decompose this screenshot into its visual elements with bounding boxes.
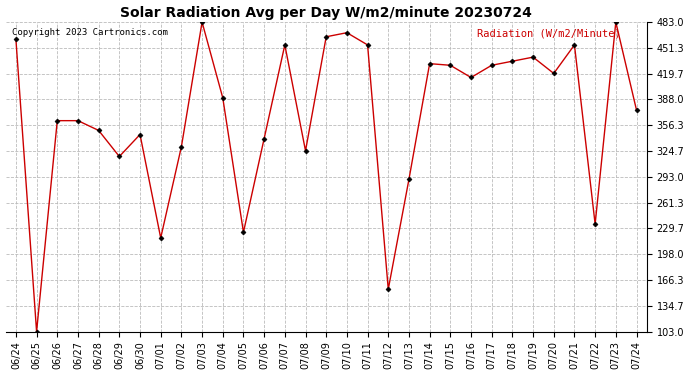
Text: Radiation (W/m2/Minute): Radiation (W/m2/Minute) — [477, 28, 621, 38]
Text: Copyright 2023 Cartronics.com: Copyright 2023 Cartronics.com — [12, 28, 168, 37]
Title: Solar Radiation Avg per Day W/m2/minute 20230724: Solar Radiation Avg per Day W/m2/minute … — [120, 6, 532, 20]
